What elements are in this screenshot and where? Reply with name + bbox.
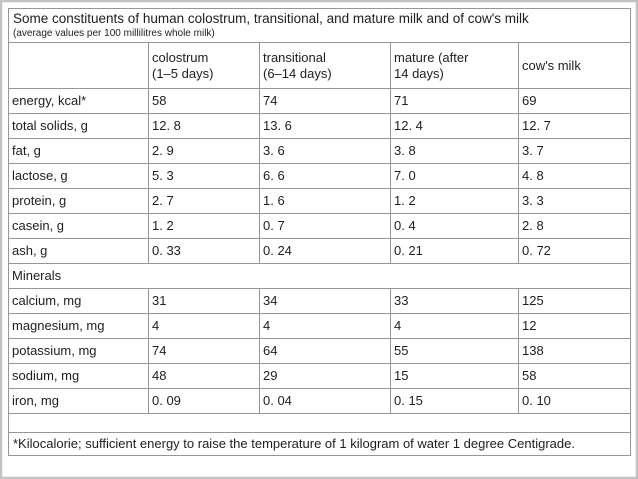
value-cell: 12. 7 — [517, 113, 632, 140]
table-row-casein: casein, g 1. 2 0. 7 0. 4 2. 8 — [8, 213, 632, 240]
value-cell: 4 — [390, 313, 519, 340]
table-title: Some constituents of human colostrum, tr… — [13, 11, 529, 26]
column-header-line: cow's milk — [522, 57, 581, 73]
value-cell: 12. 8 — [148, 113, 260, 140]
section-header-minerals: Minerals — [7, 263, 632, 290]
row-label: protein, g — [8, 188, 149, 215]
row-label: iron, mg — [8, 388, 149, 415]
value-cell: 64 — [259, 338, 391, 365]
table-row-calcium: calcium, mg 31 34 33 125 — [8, 288, 632, 315]
column-header-transitional: transitional (6–14 days) — [259, 42, 391, 90]
value-cell: 0. 10 — [517, 388, 632, 415]
table-footnote: *Kilocalorie; sufficient energy to raise… — [13, 436, 575, 452]
value-cell: 2. 7 — [148, 188, 260, 215]
footnote-row: *Kilocalorie; sufficient energy to raise… — [7, 432, 632, 456]
table-row-fat: fat, g 2. 9 3. 6 3. 8 3. 7 — [8, 138, 632, 165]
table-row-ash: ash, g 0. 33 0. 24 0. 21 0. 72 — [8, 238, 632, 265]
table-row-protein: protein, g 2. 7 1. 6 1. 2 3. 3 — [8, 188, 632, 215]
value-cell: 58 — [148, 88, 260, 115]
value-cell: 0. 72 — [517, 238, 632, 265]
value-cell: 3. 3 — [517, 188, 632, 215]
value-cell: 34 — [259, 288, 391, 315]
value-cell: 1. 6 — [259, 188, 391, 215]
value-cell: 138 — [517, 338, 632, 365]
table-row-iron: iron, mg 0. 09 0. 04 0. 15 0. 10 — [8, 388, 632, 415]
value-cell: 0. 15 — [390, 388, 519, 415]
value-cell: 6. 6 — [259, 163, 391, 190]
table-row-energy: energy, kcal* 58 74 71 69 — [8, 88, 632, 115]
value-cell: 74 — [148, 338, 260, 365]
value-cell: 15 — [390, 363, 519, 390]
value-cell: 0. 4 — [390, 213, 519, 240]
spacer-row — [7, 413, 632, 434]
row-label: magnesium, mg — [8, 313, 149, 340]
table-row-potassium: potassium, mg 74 64 55 138 — [8, 338, 632, 365]
row-label: casein, g — [8, 213, 149, 240]
row-label: ash, g — [8, 238, 149, 265]
spacer-cell — [7, 413, 632, 434]
value-cell: 31 — [148, 288, 260, 315]
value-cell: 29 — [259, 363, 391, 390]
value-cell: 48 — [148, 363, 260, 390]
table-row-lactose: lactose, g 5. 3 6. 6 7. 0 4. 8 — [8, 163, 632, 190]
column-header-line: (6–14 days) — [263, 65, 332, 81]
row-label: total solids, g — [8, 113, 149, 140]
header-row: colostrum (1–5 days) transitional (6–14 … — [8, 42, 632, 90]
value-cell: 2. 9 — [148, 138, 260, 165]
column-header-line: 14 days) — [394, 65, 444, 81]
value-cell: 0. 33 — [148, 238, 260, 265]
column-header-line: mature (after — [394, 49, 469, 65]
row-label: energy, kcal* — [8, 88, 149, 115]
row-label: sodium, mg — [8, 363, 149, 390]
section-row-minerals: Minerals — [7, 263, 632, 290]
value-cell: 69 — [517, 88, 632, 115]
value-cell: 3. 8 — [390, 138, 519, 165]
title-row: Some constituents of human colostrum, tr… — [7, 7, 632, 44]
row-label: lactose, g — [8, 163, 149, 190]
table-title-cell: Some constituents of human colostrum, tr… — [7, 7, 632, 44]
column-header-line: (1–5 days) — [152, 65, 214, 81]
value-cell: 2. 8 — [517, 213, 632, 240]
value-cell: 5. 3 — [148, 163, 260, 190]
table-row-magnesium: magnesium, mg 4 4 4 12 — [8, 313, 632, 340]
column-header-line: transitional — [263, 49, 326, 65]
value-cell: 13. 6 — [259, 113, 391, 140]
value-cell: 4 — [259, 313, 391, 340]
row-label: potassium, mg — [8, 338, 149, 365]
value-cell: 3. 6 — [259, 138, 391, 165]
value-cell: 3. 7 — [517, 138, 632, 165]
value-cell: 71 — [390, 88, 519, 115]
column-header-mature: mature (after 14 days) — [390, 42, 519, 90]
value-cell: 0. 24 — [259, 238, 391, 265]
table-subtitle: (average values per 100 millilitres whol… — [13, 27, 215, 39]
table-row-sodium: sodium, mg 48 29 15 58 — [8, 363, 632, 390]
value-cell: 0. 09 — [148, 388, 260, 415]
row-label: fat, g — [8, 138, 149, 165]
table-row-total-solids: total solids, g 12. 8 13. 6 12. 4 12. 7 — [8, 113, 632, 140]
value-cell: 12. 4 — [390, 113, 519, 140]
column-header-cows-milk: cow's milk — [517, 42, 632, 90]
footnote-cell: *Kilocalorie; sufficient energy to raise… — [7, 432, 632, 456]
value-cell: 0. 7 — [259, 213, 391, 240]
column-header-line: colostrum — [152, 49, 209, 65]
value-cell: 0. 04 — [259, 388, 391, 415]
value-cell: 12 — [517, 313, 632, 340]
value-cell: 7. 0 — [390, 163, 519, 190]
value-cell: 58 — [517, 363, 632, 390]
value-cell: 4 — [148, 313, 260, 340]
milk-constituents-table: Some constituents of human colostrum, tr… — [7, 7, 632, 456]
value-cell: 1. 2 — [390, 188, 519, 215]
value-cell: 33 — [390, 288, 519, 315]
value-cell: 0. 21 — [390, 238, 519, 265]
value-cell: 1. 2 — [148, 213, 260, 240]
row-label: calcium, mg — [8, 288, 149, 315]
value-cell: 4. 8 — [517, 163, 632, 190]
column-header-empty — [8, 42, 149, 90]
value-cell: 55 — [390, 338, 519, 365]
value-cell: 74 — [259, 88, 391, 115]
value-cell: 125 — [517, 288, 632, 315]
column-header-colostrum: colostrum (1–5 days) — [148, 42, 260, 90]
